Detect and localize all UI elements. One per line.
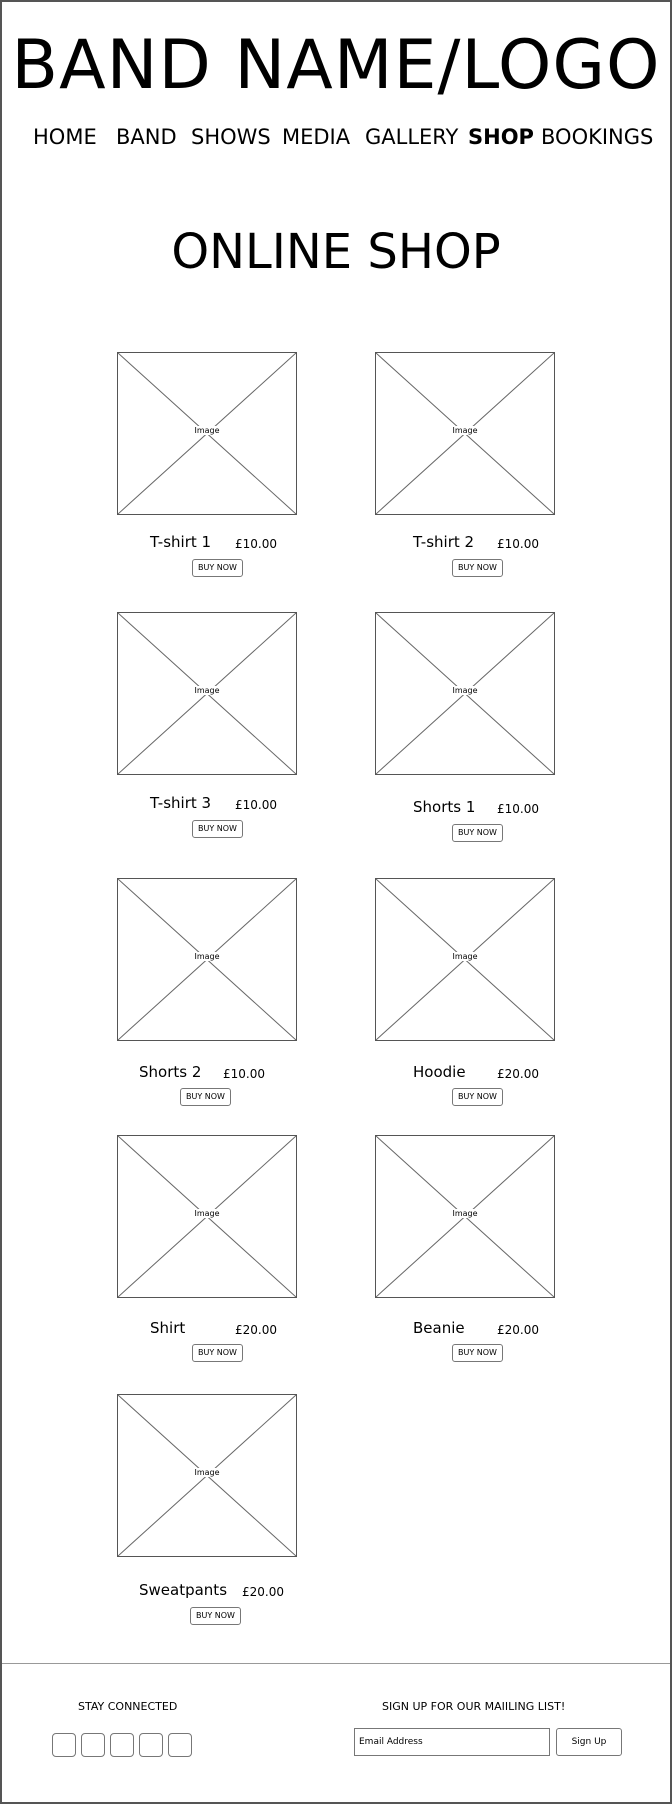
product-image-placeholder: Image (117, 1135, 297, 1298)
product-card: Image T-shirt 1 £10.00 BUY NOW (117, 352, 297, 852)
image-placeholder-label: Image (193, 1468, 221, 1477)
email-field[interactable] (354, 1728, 550, 1756)
product-price: £10.00 (235, 537, 277, 551)
product-price: £10.00 (223, 1067, 265, 1081)
social-icon[interactable] (81, 1733, 105, 1757)
product-card: Image T-shirt 2 £10.00 BUY NOW (375, 352, 555, 852)
stay-connected-heading: STAY CONNECTED (78, 1700, 178, 1713)
product-price: £20.00 (497, 1323, 539, 1337)
image-placeholder-label: Image (451, 686, 479, 695)
product-name: Beanie (413, 1319, 465, 1337)
product-image-placeholder: Image (375, 352, 555, 515)
social-icon[interactable] (110, 1733, 134, 1757)
buy-now-button[interactable]: BUY NOW (192, 1344, 243, 1362)
product-image-placeholder: Image (117, 878, 297, 1041)
buy-now-button[interactable]: BUY NOW (192, 559, 243, 577)
product-price: £20.00 (235, 1323, 277, 1337)
nav-band[interactable]: BAND (116, 125, 177, 149)
product-name: Hoodie (413, 1063, 466, 1081)
nav-bookings[interactable]: BOOKINGS (541, 125, 654, 149)
product-name: T-shirt 3 (150, 794, 212, 812)
nav-shop[interactable]: SHOP (468, 125, 534, 149)
product-image-placeholder: Image (375, 878, 555, 1041)
product-image-placeholder: Image (117, 352, 297, 515)
nav-home[interactable]: HOME (33, 125, 97, 149)
product-card: Image T-shirt 3 £10.00 BUY NOW (117, 612, 297, 1112)
buy-now-button[interactable]: BUY NOW (452, 1088, 503, 1106)
product-price: £20.00 (497, 1067, 539, 1081)
product-image-placeholder: Image (375, 1135, 555, 1298)
product-price: £10.00 (497, 537, 539, 551)
image-placeholder-label: Image (193, 426, 221, 435)
product-image-placeholder: Image (375, 612, 555, 775)
product-card: Image Shirt £20.00 BUY NOW (117, 1135, 297, 1635)
product-name: Shirt (150, 1319, 186, 1337)
mailing-list-heading: SIGN UP FOR OUR MAIILING LIST! (382, 1700, 566, 1713)
buy-now-button[interactable]: BUY NOW (190, 1607, 241, 1625)
image-placeholder-label: Image (193, 952, 221, 961)
product-image-placeholder: Image (117, 612, 297, 775)
band-logo[interactable]: BAND NAME/LOGO (11, 26, 661, 105)
product-image-placeholder: Image (117, 1394, 297, 1557)
social-icon[interactable] (139, 1733, 163, 1757)
product-name: Shorts 1 (413, 798, 476, 816)
product-name: T-shirt 1 (150, 533, 212, 551)
nav-media[interactable]: MEDIA (282, 125, 351, 149)
social-icon[interactable] (168, 1733, 192, 1757)
product-name: Sweatpants (139, 1581, 228, 1599)
buy-now-button[interactable]: BUY NOW (452, 559, 503, 577)
page-title: ONLINE SHOP (171, 224, 501, 280)
nav-shows[interactable]: SHOWS (191, 125, 271, 149)
product-name: T-shirt 2 (413, 533, 475, 551)
buy-now-button[interactable]: BUY NOW (192, 820, 243, 838)
product-price: £20.00 (242, 1585, 284, 1599)
buy-now-button[interactable]: BUY NOW (452, 824, 503, 842)
product-card: Image Shorts 1 £10.00 BUY NOW (375, 612, 555, 1112)
image-placeholder-label: Image (193, 1209, 221, 1218)
image-placeholder-label: Image (193, 686, 221, 695)
product-card: Image Hoodie £20.00 BUY NOW (375, 878, 555, 1378)
product-card: Image Beanie £20.00 BUY NOW (375, 1135, 555, 1635)
product-card: Image Shorts 2 £10.00 BUY NOW (117, 878, 297, 1378)
product-card: Image Sweatpants £20.00 BUY NOW (117, 1394, 297, 1802)
social-icon[interactable] (52, 1733, 76, 1757)
product-price: £10.00 (497, 802, 539, 816)
product-name: Shorts 2 (139, 1063, 202, 1081)
footer-divider (2, 1663, 670, 1664)
buy-now-button[interactable]: BUY NOW (180, 1088, 231, 1106)
product-price: £10.00 (235, 798, 277, 812)
buy-now-button[interactable]: BUY NOW (452, 1344, 503, 1362)
nav-gallery[interactable]: GALLERY (365, 125, 459, 149)
image-placeholder-label: Image (451, 1209, 479, 1218)
image-placeholder-label: Image (451, 426, 479, 435)
sign-up-button[interactable]: Sign Up (556, 1728, 622, 1756)
image-placeholder-label: Image (451, 952, 479, 961)
